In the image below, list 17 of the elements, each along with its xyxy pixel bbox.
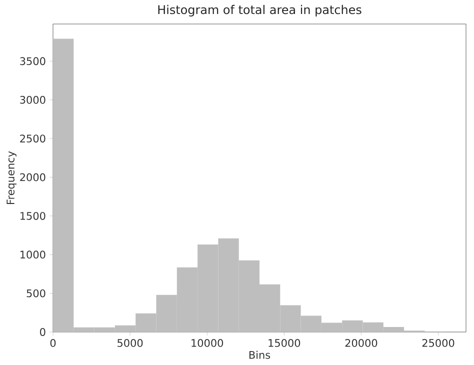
- y-axis-title: Frequency: [6, 151, 17, 204]
- y-tick-label: 1000: [20, 250, 46, 259]
- x-tick-label: 20000: [345, 339, 378, 347]
- y-tick-label: 3500: [20, 57, 46, 66]
- x-tick-label: 5000: [118, 339, 143, 347]
- x-tick-label: 15000: [268, 339, 300, 347]
- y-tick-label: 1500: [20, 212, 46, 220]
- x-axis-title: Bins: [249, 350, 270, 359]
- chart-title: Histogram of total area in patches: [158, 4, 362, 16]
- y-tick-label: 2500: [20, 134, 46, 142]
- x-tick-label: 0: [50, 339, 56, 347]
- y-tick-label: 3000: [20, 96, 46, 104]
- y-tick-label: 2000: [20, 173, 46, 182]
- x-tick-label: 10000: [192, 339, 224, 347]
- x-tick-label: 25000: [422, 339, 454, 347]
- y-tick-label: 500: [26, 289, 46, 298]
- y-tick-label: 0: [40, 328, 46, 336]
